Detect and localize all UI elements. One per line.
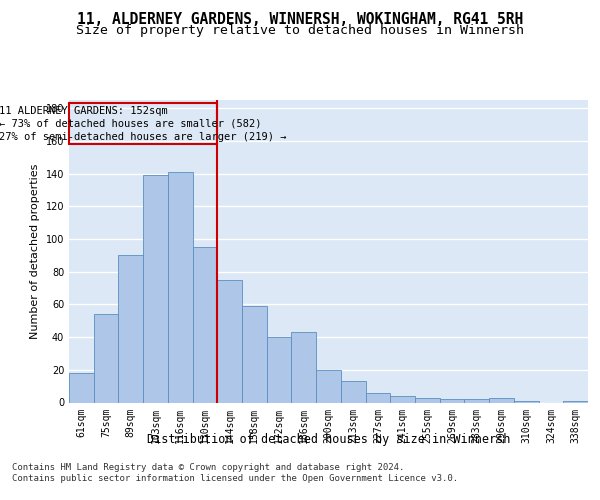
Text: 11 ALDERNEY GARDENS: 152sqm
← 73% of detached houses are smaller (582)
27% of se: 11 ALDERNEY GARDENS: 152sqm ← 73% of det… bbox=[0, 106, 287, 142]
Bar bbox=[514, 401, 539, 402]
Text: Contains HM Land Registry data © Crown copyright and database right 2024.: Contains HM Land Registry data © Crown c… bbox=[12, 462, 404, 471]
Bar bbox=[292, 332, 316, 402]
Bar bbox=[94, 314, 118, 402]
Bar bbox=[143, 175, 168, 402]
Bar bbox=[193, 247, 217, 402]
Bar bbox=[440, 399, 464, 402]
Bar bbox=[365, 392, 390, 402]
Bar bbox=[489, 398, 514, 402]
Bar bbox=[341, 381, 365, 402]
Bar bbox=[69, 373, 94, 402]
Bar bbox=[390, 396, 415, 402]
Bar bbox=[242, 306, 267, 402]
Bar bbox=[464, 399, 489, 402]
Text: Distribution of detached houses by size in Winnersh: Distribution of detached houses by size … bbox=[147, 432, 511, 446]
Text: 11, ALDERNEY GARDENS, WINNERSH, WOKINGHAM, RG41 5RH: 11, ALDERNEY GARDENS, WINNERSH, WOKINGHA… bbox=[77, 12, 523, 28]
Bar bbox=[168, 172, 193, 402]
Bar bbox=[415, 398, 440, 402]
Text: Contains public sector information licensed under the Open Government Licence v3: Contains public sector information licen… bbox=[12, 474, 458, 483]
Bar bbox=[217, 280, 242, 402]
Bar bbox=[267, 337, 292, 402]
Bar bbox=[69, 104, 217, 144]
Bar bbox=[563, 401, 588, 402]
Y-axis label: Number of detached properties: Number of detached properties bbox=[30, 164, 40, 339]
Text: Size of property relative to detached houses in Winnersh: Size of property relative to detached ho… bbox=[76, 24, 524, 37]
Bar bbox=[316, 370, 341, 402]
Bar bbox=[118, 256, 143, 402]
